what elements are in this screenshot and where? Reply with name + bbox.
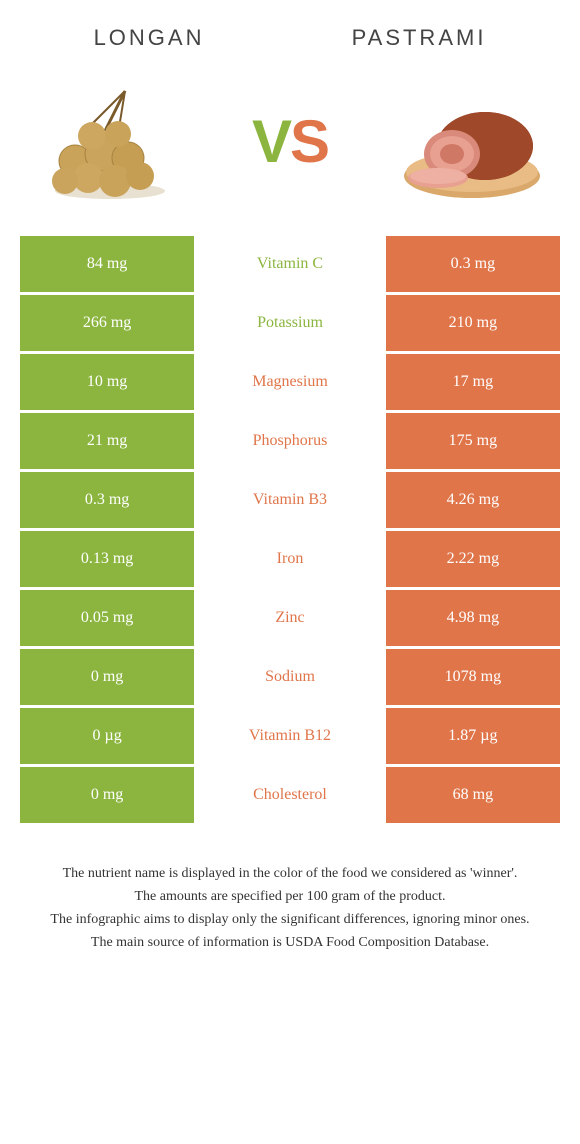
footnote-line: The infographic aims to display only the… [25,909,555,930]
right-value: 210 mg [386,295,560,351]
left-value: 0 mg [20,649,194,705]
nutrient-label: Iron [194,531,386,587]
right-value: 4.26 mg [386,472,560,528]
vs-s-letter: S [290,108,328,175]
table-row: 0 µgVitamin B121.87 µg [20,708,560,764]
nutrient-label: Phosphorus [194,413,386,469]
table-row: 0.3 mgVitamin B34.26 mg [20,472,560,528]
left-value: 0 mg [20,767,194,823]
left-food-image [30,76,190,206]
right-value: 17 mg [386,354,560,410]
header: LONGAN Pastrami [0,0,580,66]
left-value: 84 mg [20,236,194,292]
left-value: 0.13 mg [20,531,194,587]
table-row: 10 mgMagnesium17 mg [20,354,560,410]
table-row: 0.05 mgZinc4.98 mg [20,590,560,646]
table-row: 0 mgSodium1078 mg [20,649,560,705]
nutrient-label: Magnesium [194,354,386,410]
left-value: 10 mg [20,354,194,410]
nutrient-label: Zinc [194,590,386,646]
right-value: 68 mg [386,767,560,823]
left-value: 0 µg [20,708,194,764]
footnote-line: The main source of information is USDA F… [25,932,555,953]
vs-row: VS [0,66,580,236]
table-row: 21 mgPhosphorus175 mg [20,413,560,469]
nutrient-label: Vitamin B12 [194,708,386,764]
right-food-title: Pastrami [352,25,487,51]
right-food-image [390,76,550,206]
table-row: 266 mgPotassium210 mg [20,295,560,351]
table-row: 84 mgVitamin C0.3 mg [20,236,560,292]
left-food-title: LONGAN [94,25,205,51]
table-row: 0.13 mgIron2.22 mg [20,531,560,587]
comparison-table: 84 mgVitamin C0.3 mg266 mgPotassium210 m… [20,236,560,823]
footnote-line: The nutrient name is displayed in the co… [25,863,555,884]
nutrient-label: Cholesterol [194,767,386,823]
left-value: 21 mg [20,413,194,469]
nutrient-label: Sodium [194,649,386,705]
vs-badge: VS [252,107,328,176]
right-value: 4.98 mg [386,590,560,646]
left-value: 266 mg [20,295,194,351]
nutrient-label: Potassium [194,295,386,351]
left-value: 0.3 mg [20,472,194,528]
left-value: 0.05 mg [20,590,194,646]
vs-v-letter: V [252,108,290,175]
footnote-line: The amounts are specified per 100 gram o… [25,886,555,907]
footnotes: The nutrient name is displayed in the co… [25,863,555,953]
right-value: 0.3 mg [386,236,560,292]
right-value: 2.22 mg [386,531,560,587]
right-value: 1078 mg [386,649,560,705]
right-value: 1.87 µg [386,708,560,764]
table-row: 0 mgCholesterol68 mg [20,767,560,823]
nutrient-label: Vitamin C [194,236,386,292]
right-value: 175 mg [386,413,560,469]
nutrient-label: Vitamin B3 [194,472,386,528]
